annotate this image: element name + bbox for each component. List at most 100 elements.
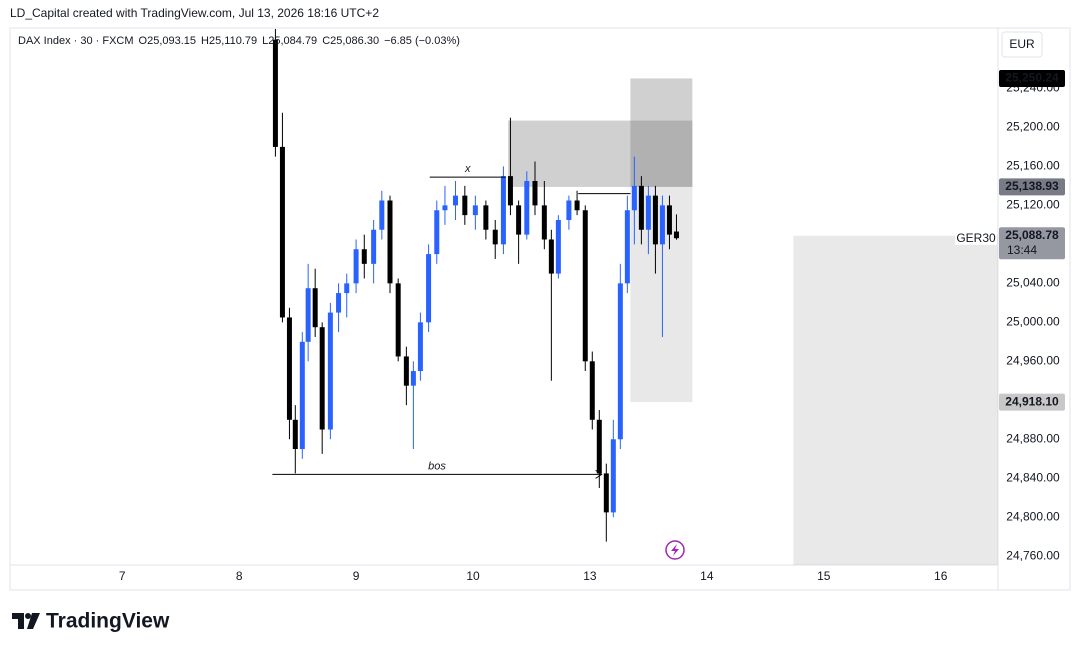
- candle-body: [272, 39, 278, 147]
- price-marker: [999, 393, 1065, 411]
- symbol: DAX Index · 30 · FXCM: [18, 35, 134, 47]
- x-tick-label: 7: [119, 569, 126, 583]
- candle-body: [319, 327, 325, 430]
- candle-body: [312, 288, 318, 328]
- y-tick-label: 24,760.00: [1006, 548, 1060, 562]
- zone: [793, 235, 998, 565]
- price-marker-label: 24,918.10: [1005, 394, 1059, 408]
- candle-body: [472, 205, 478, 216]
- x-tick-label: 16: [934, 569, 948, 583]
- candle-body: [548, 239, 554, 274]
- candle-body: [452, 195, 458, 206]
- candle-body: [379, 200, 385, 230]
- logo-mark: [12, 613, 24, 629]
- legend-item: H25,110.79: [201, 35, 257, 47]
- zone: [508, 120, 693, 187]
- y-tick-label: 24,800.00: [1006, 509, 1060, 523]
- x-tick-label: 10: [466, 569, 480, 583]
- legend-item: O25,093.15: [139, 35, 197, 47]
- y-tick-label: 25,120.00: [1006, 198, 1060, 212]
- candle-body: [566, 200, 572, 220]
- plot: x bos: [272, 28, 998, 565]
- line-label: bos: [428, 460, 446, 472]
- currency-button[interactable]: [1001, 31, 1043, 58]
- credit: LD_Capital created with TradingView.com,…: [10, 6, 379, 20]
- candle-body: [541, 205, 547, 240]
- candle-body: [299, 341, 305, 450]
- candle-body: [645, 195, 651, 230]
- candle-body: [574, 200, 580, 211]
- candle-body: [417, 322, 423, 372]
- candle-body: [532, 181, 538, 206]
- candle-body: [286, 317, 292, 420]
- candle-body: [617, 283, 623, 440]
- candle-body: [631, 185, 637, 211]
- candle-body: [555, 219, 561, 274]
- price-marker: [999, 227, 1065, 260]
- candle-body: [462, 195, 468, 216]
- price-marker-label: 25,088.78: [1005, 228, 1059, 242]
- x-tick-label: 13: [583, 569, 597, 583]
- legend: DAX Index · 30 · FXCM O25,093.15 H25,110.7…: [18, 35, 460, 47]
- candle-body: [516, 205, 522, 235]
- candle-body: [589, 361, 595, 420]
- candle-body: [426, 254, 432, 323]
- arrow-head: [595, 469, 603, 479]
- candle-body: [524, 181, 530, 235]
- candle-body: [327, 312, 333, 430]
- candle-body: [666, 205, 672, 235]
- chart-frame: [9, 27, 1071, 591]
- symbol-tag: GER30: [956, 231, 996, 245]
- candle-body: [387, 200, 393, 284]
- candle-body: [344, 283, 350, 294]
- candle-body: [395, 283, 401, 357]
- symbol-tag-bg: [955, 227, 997, 245]
- candle-body: [638, 185, 644, 230]
- candle-body: [371, 229, 377, 264]
- candle-body: [279, 146, 285, 318]
- candle-body: [492, 229, 498, 245]
- event-icon[interactable]: [665, 540, 685, 560]
- x-tick-label: 15: [817, 569, 831, 583]
- logo-dot: [25, 613, 31, 619]
- y-tick-label: 25,160.00: [1006, 159, 1060, 173]
- legend-item: C25,086.30: [322, 35, 379, 47]
- candle-body: [507, 176, 513, 206]
- countdown: 13:44: [1007, 243, 1037, 257]
- candle-body: [603, 473, 609, 513]
- brand: TradingView: [46, 610, 170, 633]
- zone: [630, 78, 693, 187]
- currency[interactable]: EUR: [1009, 37, 1035, 51]
- candle-body: [336, 293, 342, 313]
- price-marker-label: 25,138.93: [1005, 179, 1059, 193]
- candle-body: [483, 205, 489, 230]
- candle-body: [305, 288, 311, 342]
- candle-body: [361, 249, 367, 264]
- candle-body: [434, 210, 440, 255]
- event-bolt: [671, 544, 679, 556]
- candle-body: [596, 419, 602, 474]
- x-tick-label: 9: [353, 569, 360, 583]
- legend-item: −6.85 (−0.03%): [384, 35, 460, 47]
- candle-body: [659, 205, 665, 245]
- y-tick-label: 24,880.00: [1006, 431, 1060, 445]
- candle-body: [673, 231, 679, 239]
- y-tick-label: 25,040.00: [1006, 276, 1060, 290]
- price-marker: [999, 69, 1065, 87]
- candle-body: [403, 356, 409, 386]
- brand-logo: [12, 613, 40, 629]
- candle-body: [442, 205, 448, 211]
- line-label: x: [464, 163, 471, 175]
- y-tick-label: 24,960.00: [1006, 353, 1060, 367]
- y-tick-label: 25,000.00: [1006, 314, 1060, 328]
- candle-body: [582, 210, 588, 362]
- candle-body: [624, 210, 630, 284]
- x-tick-label: 14: [700, 569, 714, 583]
- legend-item: L25,084.79: [262, 35, 317, 47]
- price-marker-label: 25,250.24: [1005, 71, 1059, 85]
- x-tick-label: 8: [236, 569, 243, 583]
- candle-body: [652, 195, 658, 245]
- y-tick-label: 25,200.00: [1006, 120, 1060, 134]
